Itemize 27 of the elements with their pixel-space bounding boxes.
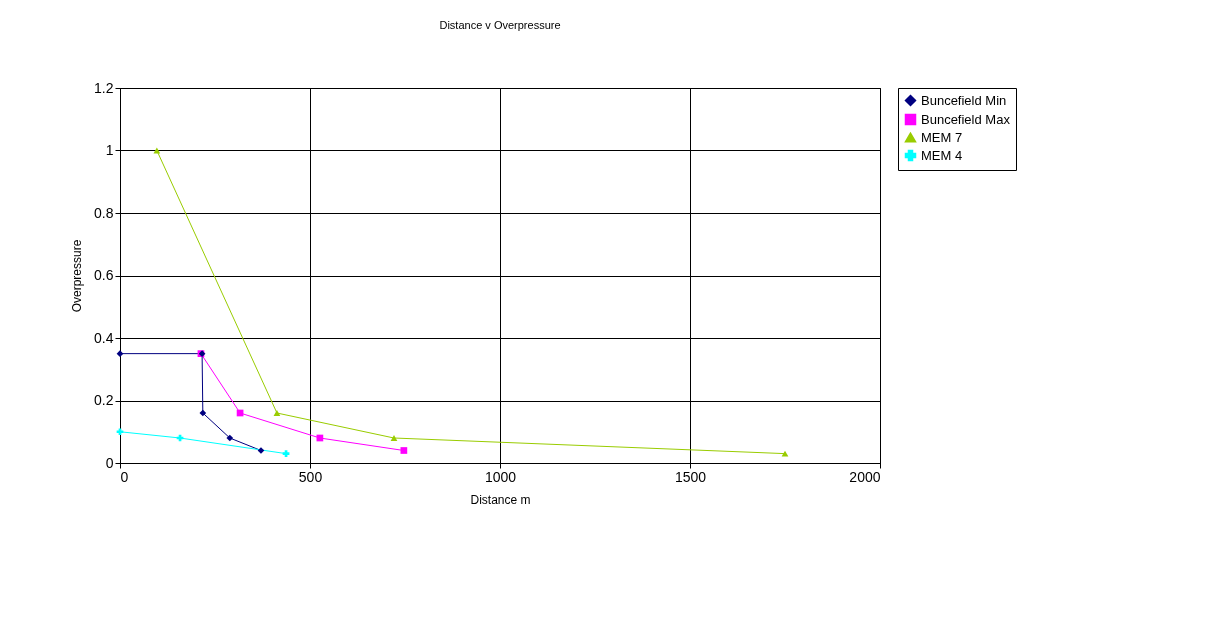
x-tick-label: 1500: [674, 468, 707, 485]
legend-label: MEM 4: [921, 147, 963, 163]
y-tick-label: 0.8: [94, 204, 114, 221]
point: [282, 450, 290, 457]
x-tick-label: 0: [120, 468, 129, 485]
point: [116, 428, 124, 436]
y-tick-label: 0.4: [94, 329, 114, 346]
x-tick-label: 2000: [849, 468, 881, 485]
point: [781, 450, 789, 457]
legend-label: Buncefield Min: [921, 92, 1007, 108]
x-tick-label: 1000: [484, 468, 517, 485]
point: [226, 434, 234, 442]
y-tick-label: 0: [105, 454, 114, 471]
y-tick-label: 0.6: [94, 267, 114, 283]
point: [273, 410, 281, 416]
legend-label: Buncefield Max: [921, 111, 1011, 127]
point: [400, 447, 408, 454]
x-tick-label: 500: [298, 468, 323, 485]
y-axis-title: Overpressure: [70, 239, 85, 313]
y-tick-label: 0.2: [94, 392, 114, 408]
point: [390, 435, 398, 441]
y-tick-label: 1: [105, 142, 114, 158]
x-axis-title: Distance m: [470, 492, 531, 507]
point: [199, 409, 207, 417]
chart-title: Distance v Overpressure: [439, 19, 561, 31]
legend-label: MEM 7: [921, 129, 963, 145]
y-tick-label: 1.2: [94, 79, 114, 96]
